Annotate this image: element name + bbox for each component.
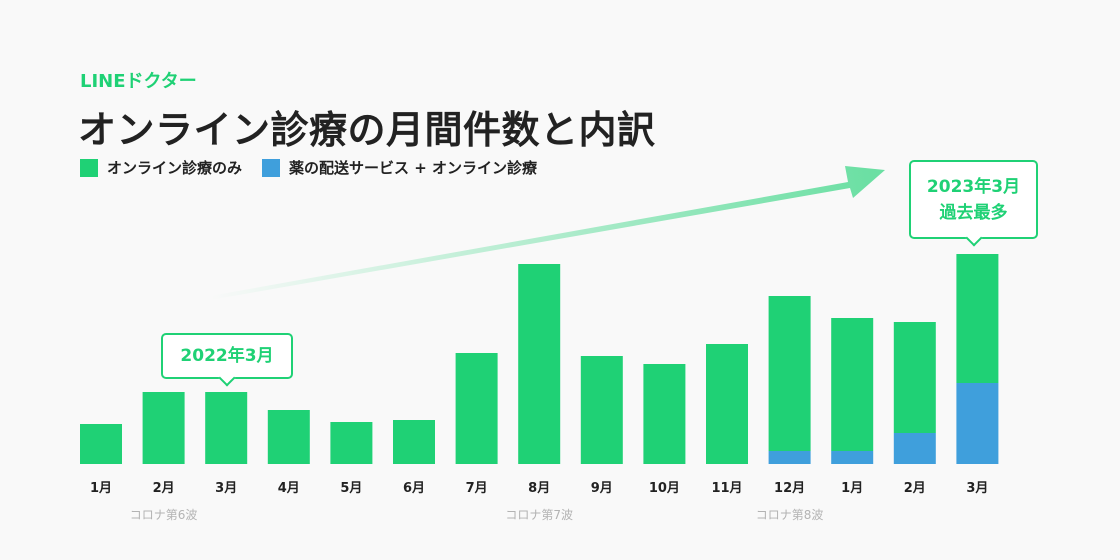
- legend-label-delivery: 薬の配送サービス + オンライン診療: [289, 159, 538, 177]
- callout-2023-march: 2023年3月 過去最多: [909, 160, 1038, 239]
- wave-annotation-label: コロナ第8波: [756, 508, 824, 522]
- bar-online-6: [393, 420, 435, 464]
- callout-2023-record: 過去最多: [939, 203, 1008, 223]
- x-tick-label: 6月: [403, 481, 425, 496]
- x-tick-label: 12月: [774, 481, 805, 496]
- x-tick-label: 10月: [649, 481, 680, 496]
- bar-online-13: [831, 318, 874, 451]
- x-tick-label: 9月: [591, 481, 613, 496]
- bars-group: [80, 254, 999, 464]
- callout-2023-date: 2023年3月: [926, 177, 1021, 197]
- bar-online-10: [643, 364, 686, 464]
- x-tick-label: 8月: [528, 481, 550, 496]
- wave-annotation-label: コロナ第7波: [505, 508, 573, 522]
- bar-online-2: [142, 392, 185, 464]
- x-tick-label: 1月: [841, 481, 863, 496]
- bar-delivery-15: [956, 383, 999, 464]
- callout-2022-march: 2022年3月: [161, 333, 293, 379]
- bar-delivery-14: [893, 433, 936, 464]
- bar-online-1: [80, 424, 122, 464]
- bar-delivery-12: [768, 451, 811, 464]
- x-tick-label: 1月: [90, 481, 112, 496]
- bar-online-3: [205, 392, 248, 464]
- legend-item-delivery: 薬の配送サービス + オンライン診療: [262, 157, 537, 178]
- bar-online-8: [518, 264, 561, 464]
- x-tick-label: 5月: [340, 481, 362, 496]
- growth-trend-arrow: [210, 166, 885, 300]
- chart-legend: オンライン診療のみ 薬の配送サービス + オンライン診療: [80, 157, 557, 178]
- legend-item-online-only: オンライン診療のみ: [80, 157, 242, 178]
- x-tick-label: 4月: [278, 481, 300, 496]
- bar-delivery-13: [831, 451, 874, 464]
- bar-online-14: [893, 322, 936, 433]
- legend-swatch-green: [80, 158, 98, 177]
- bar-online-4: [267, 410, 310, 464]
- x-tick-label: 11月: [711, 481, 742, 496]
- brand-logo: LINEドクター: [80, 71, 197, 92]
- bar-online-7: [455, 353, 498, 464]
- wave-annotations: コロナ第6波 コロナ第7波 コロナ第8波: [130, 508, 824, 522]
- legend-swatch-blue: [262, 158, 281, 177]
- x-tick-label: 3月: [215, 481, 237, 496]
- bar-online-11: [706, 344, 748, 464]
- x-tick-label: 7月: [466, 481, 488, 496]
- x-tick-label: 2月: [153, 481, 175, 496]
- bar-online-9: [580, 356, 623, 464]
- x-tick-label: 2月: [904, 481, 926, 496]
- bar-online-5: [330, 422, 373, 464]
- bar-online-15: [956, 254, 999, 383]
- x-tick-label: 3月: [966, 481, 988, 496]
- legend-label-online-only: オンライン診療のみ: [107, 159, 243, 177]
- chart-title: オンライン診療の月間件数と内訳: [78, 108, 656, 152]
- wave-annotation-label: コロナ第6波: [130, 508, 198, 522]
- x-axis-labels: 1月 2月 3月 4月 5月 6月 7月 8月 9月 10月 11月 12月 1月 2月 3月: [90, 481, 988, 496]
- bar-online-12: [768, 296, 811, 451]
